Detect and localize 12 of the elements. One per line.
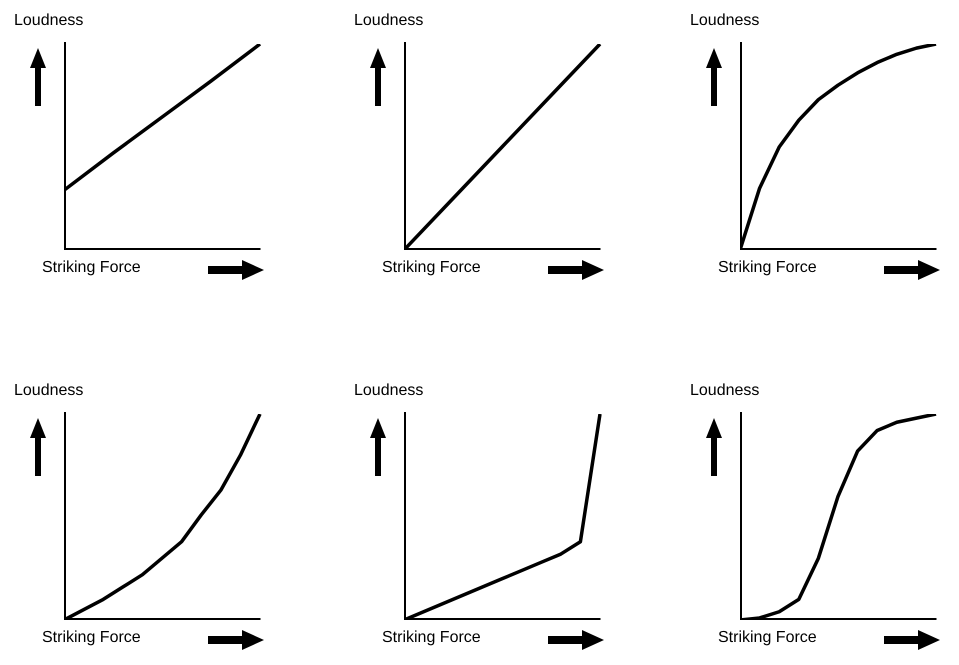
y-axis-title: Loudness — [690, 12, 760, 30]
y-axis-title: Loudness — [354, 12, 424, 30]
y-axis-title: Loudness — [690, 382, 760, 400]
x-axis-title: Striking Force — [718, 259, 817, 277]
y-axis-title: Loudness — [14, 382, 84, 400]
y-axis-title: Loudness — [14, 12, 84, 30]
x-axis-title: Striking Force — [42, 259, 141, 277]
x-axis-title: Striking Force — [42, 629, 141, 647]
x-axis-title: Striking Force — [382, 629, 481, 647]
y-axis-title: Loudness — [354, 382, 424, 400]
x-axis-title: Striking Force — [382, 259, 481, 277]
x-axis-title: Striking Force — [718, 629, 817, 647]
